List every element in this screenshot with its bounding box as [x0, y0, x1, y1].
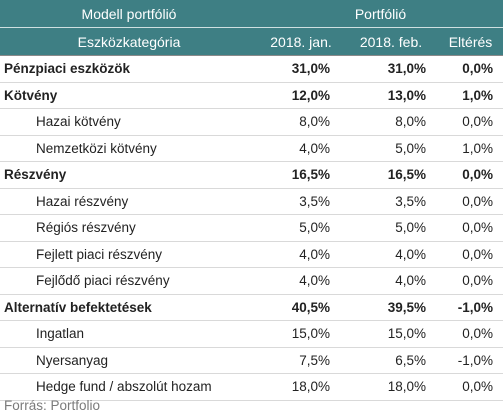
cell-diff: -1,0% [438, 293, 503, 321]
cell-diff: 0,0% [438, 214, 503, 242]
table-row: Ingatlan 15,0% 15,0% 0,0% [0, 320, 503, 348]
cell-jan: 40,5% [258, 293, 344, 321]
cell-jan: 8,0% [258, 108, 344, 136]
cell-feb: 15,0% [344, 320, 438, 348]
cell-diff: -1,0% [438, 347, 503, 374]
table-row: Régiós részvény 5,0% 5,0% 0,0% [0, 214, 503, 242]
cell-diff: 0,0% [438, 241, 503, 268]
cell-feb: 8,0% [344, 108, 438, 136]
cell-feb: 39,5% [344, 293, 438, 321]
cell-diff: 0,0% [438, 267, 503, 295]
table-row: Pénzpiaci eszközök 31,0% 31,0% 0,0% [0, 55, 503, 83]
table-header: Modell portfólió Portfólió Eszközkategór… [0, 0, 503, 56]
cell-diff: 0,0% [438, 108, 503, 136]
row-label: Ingatlan [0, 320, 258, 348]
column-header-jan: 2018. jan. [270, 33, 332, 50]
cell-feb: 4,0% [344, 267, 438, 295]
row-label: Nyersanyag [0, 347, 258, 374]
cell-diff: 1,0% [438, 135, 503, 162]
table-body: Pénzpiaci eszközök 31,0% 31,0% 0,0% Kötvény 1… [0, 55, 503, 401]
column-header-category: Eszközkategória [77, 33, 181, 50]
cell-jan: 15,0% [258, 320, 344, 348]
cell-diff: 0,0% [438, 320, 503, 348]
portfolio-group-title: Portfólió [258, 0, 503, 28]
row-label: Fejlett piaci részvény [0, 241, 258, 268]
cell-jan: 18,0% [258, 373, 344, 401]
cell-diff: 1,0% [438, 81, 503, 109]
row-label: Részvény [0, 161, 258, 189]
cell-jan: 3,5% [258, 188, 344, 215]
cell-jan: 5,0% [258, 214, 344, 242]
table-row: Fejlett piaci részvény 4,0% 4,0% 0,0% [0, 241, 503, 268]
cell-diff: 0,0% [438, 373, 503, 401]
cell-jan: 7,5% [258, 347, 344, 374]
row-label: Hedge fund / abszolút hozam [0, 373, 258, 401]
row-label: Hazai részvény [0, 188, 258, 215]
table-row: Hazai kötvény 8,0% 8,0% 0,0% [0, 108, 503, 136]
column-header-feb: 2018. feb. [359, 33, 423, 50]
table-row: Nemzetközi kötvény 4,0% 5,0% 1,0% [0, 135, 503, 162]
cell-feb: 18,0% [344, 373, 438, 401]
cell-feb: 5,0% [344, 214, 438, 242]
cell-feb: 3,5% [344, 188, 438, 215]
cell-jan: 16,5% [258, 161, 344, 189]
table-row: Kötvény 12,0% 13,0% 1,0% [0, 81, 503, 109]
row-label: Nemzetközi kötvény [0, 135, 258, 162]
column-header-diff: Eltérés [448, 33, 493, 50]
table-row: Hedge fund / abszolút hozam 18,0% 18,0% 0,0… [0, 373, 503, 401]
row-label: Kötvény [0, 81, 258, 109]
row-label: Régiós részvény [0, 214, 258, 242]
cell-feb: 4,0% [344, 241, 438, 268]
row-label: Hazai kötvény [0, 108, 258, 136]
table-row: Hazai részvény 3,5% 3,5% 0,0% [0, 188, 503, 215]
row-label: Pénzpiaci eszközök [0, 55, 258, 83]
cell-feb: 16,5% [344, 161, 438, 189]
table-row: Fejlődő piaci részvény 4,0% 4,0% 0,0% [0, 267, 503, 295]
cell-jan: 4,0% [258, 135, 344, 162]
cell-jan: 12,0% [258, 81, 344, 109]
cell-jan: 4,0% [258, 267, 344, 295]
model-portfolio-title: Modell portfólió [0, 0, 258, 28]
cell-feb: 31,0% [344, 55, 438, 83]
table-row: Alternatív befektetések 40,5% 39,5% -1,0% [0, 293, 503, 321]
cell-diff: 0,0% [438, 55, 503, 83]
cell-jan: 31,0% [258, 55, 344, 83]
cell-diff: 0,0% [438, 188, 503, 215]
cell-diff: 0,0% [438, 161, 503, 189]
cell-feb: 6,5% [344, 347, 438, 374]
cell-feb: 13,0% [344, 81, 438, 109]
cell-jan: 4,0% [258, 241, 344, 268]
row-label: Fejlődő piaci részvény [0, 267, 258, 295]
cell-feb: 5,0% [344, 135, 438, 162]
row-label: Alternatív befektetések [0, 293, 258, 321]
table-row: Részvény 16,5% 16,5% 0,0% [0, 161, 503, 189]
model-portfolio-table: Modell portfólió Portfólió Eszközkategór… [0, 0, 503, 401]
source-note: Forrás: Portfolio [4, 398, 101, 413]
table-row: Nyersanyag 7,5% 6,5% -1,0% [0, 347, 503, 374]
